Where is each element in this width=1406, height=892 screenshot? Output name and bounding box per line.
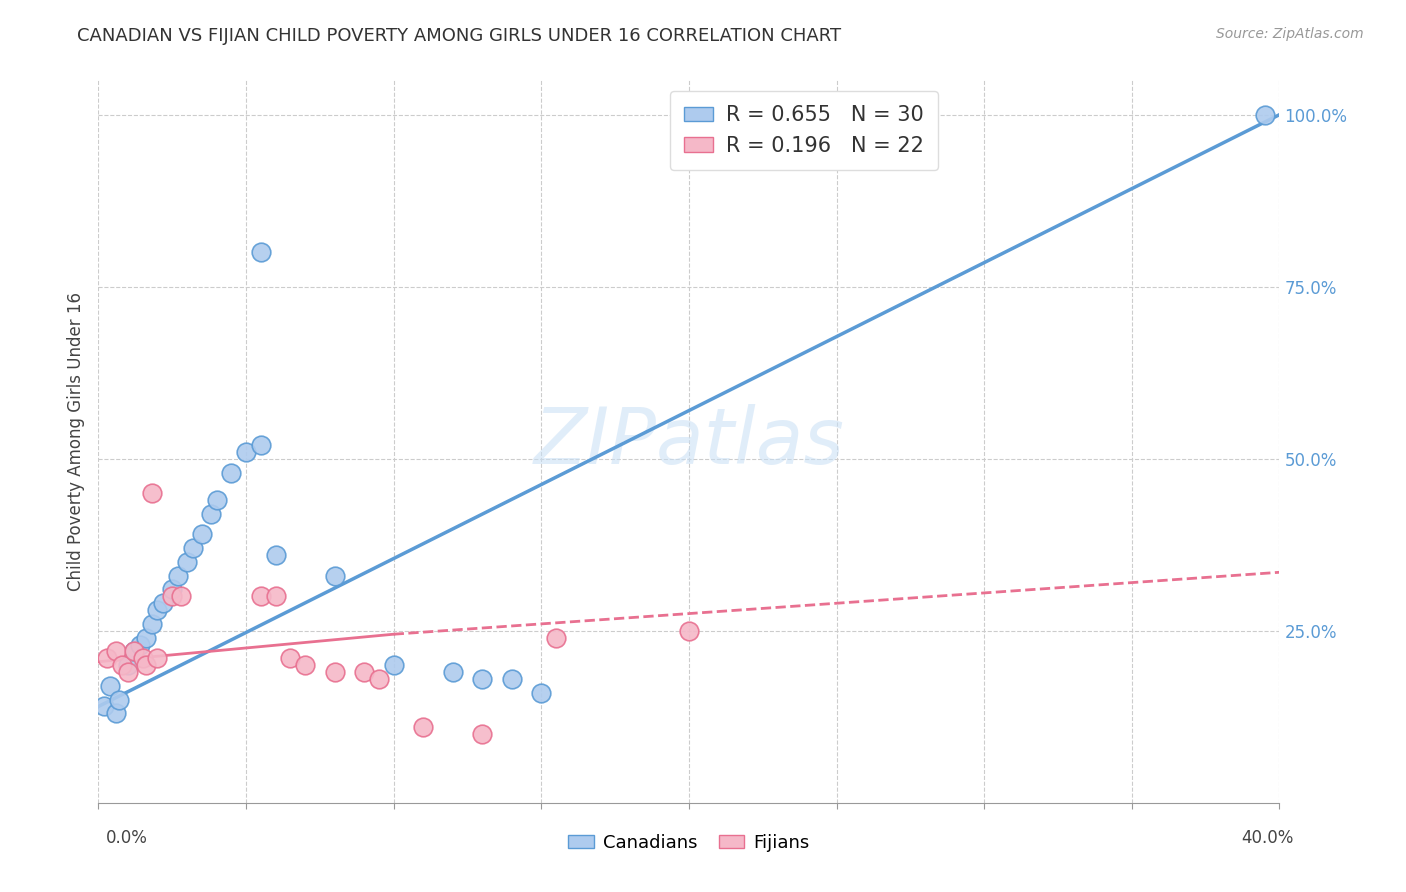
Point bbox=[323, 568, 346, 582]
Point bbox=[323, 665, 346, 679]
Point bbox=[294, 658, 316, 673]
Point bbox=[146, 651, 169, 665]
Point bbox=[382, 658, 405, 673]
Point bbox=[117, 665, 139, 679]
Point bbox=[264, 548, 287, 562]
Text: 0.0%: 0.0% bbox=[105, 830, 148, 847]
Point bbox=[141, 486, 163, 500]
Point bbox=[98, 679, 121, 693]
Point bbox=[235, 445, 257, 459]
Point bbox=[176, 555, 198, 569]
Point bbox=[353, 665, 375, 679]
Point bbox=[170, 590, 193, 604]
Point bbox=[181, 541, 204, 556]
Point bbox=[105, 644, 128, 658]
Point bbox=[1254, 108, 1277, 122]
Point bbox=[200, 507, 222, 521]
Point bbox=[105, 706, 128, 721]
Point bbox=[122, 644, 145, 658]
Point bbox=[264, 590, 287, 604]
Point bbox=[128, 638, 150, 652]
Point bbox=[167, 568, 190, 582]
Point bbox=[135, 658, 157, 673]
Point bbox=[250, 438, 273, 452]
Point bbox=[122, 644, 145, 658]
Point bbox=[108, 692, 131, 706]
Point bbox=[221, 466, 243, 480]
Point bbox=[441, 665, 464, 679]
Point bbox=[117, 658, 139, 673]
Y-axis label: Child Poverty Among Girls Under 16: Child Poverty Among Girls Under 16 bbox=[66, 292, 84, 591]
Point bbox=[250, 590, 273, 604]
Point bbox=[152, 596, 174, 610]
Point bbox=[146, 603, 169, 617]
Point bbox=[280, 651, 302, 665]
Point bbox=[132, 651, 155, 665]
Point bbox=[546, 631, 568, 645]
Point bbox=[191, 527, 214, 541]
Point bbox=[162, 582, 183, 597]
Point bbox=[162, 590, 183, 604]
Text: Source: ZipAtlas.com: Source: ZipAtlas.com bbox=[1216, 27, 1364, 41]
Point bbox=[141, 616, 163, 631]
Point bbox=[471, 727, 494, 741]
Point bbox=[530, 686, 553, 700]
Point bbox=[501, 672, 523, 686]
Text: CANADIAN VS FIJIAN CHILD POVERTY AMONG GIRLS UNDER 16 CORRELATION CHART: CANADIAN VS FIJIAN CHILD POVERTY AMONG G… bbox=[77, 27, 841, 45]
Legend: Canadians, Fijians: Canadians, Fijians bbox=[561, 826, 817, 859]
Point bbox=[205, 493, 228, 508]
Point bbox=[135, 631, 157, 645]
Point bbox=[368, 672, 391, 686]
Point bbox=[471, 672, 494, 686]
Point bbox=[111, 658, 134, 673]
Text: ZIPatlas: ZIPatlas bbox=[533, 403, 845, 480]
Point bbox=[678, 624, 700, 638]
Point bbox=[250, 245, 273, 260]
Point bbox=[93, 699, 115, 714]
Point bbox=[412, 720, 434, 734]
Point bbox=[96, 651, 118, 665]
Text: 40.0%: 40.0% bbox=[1241, 830, 1294, 847]
